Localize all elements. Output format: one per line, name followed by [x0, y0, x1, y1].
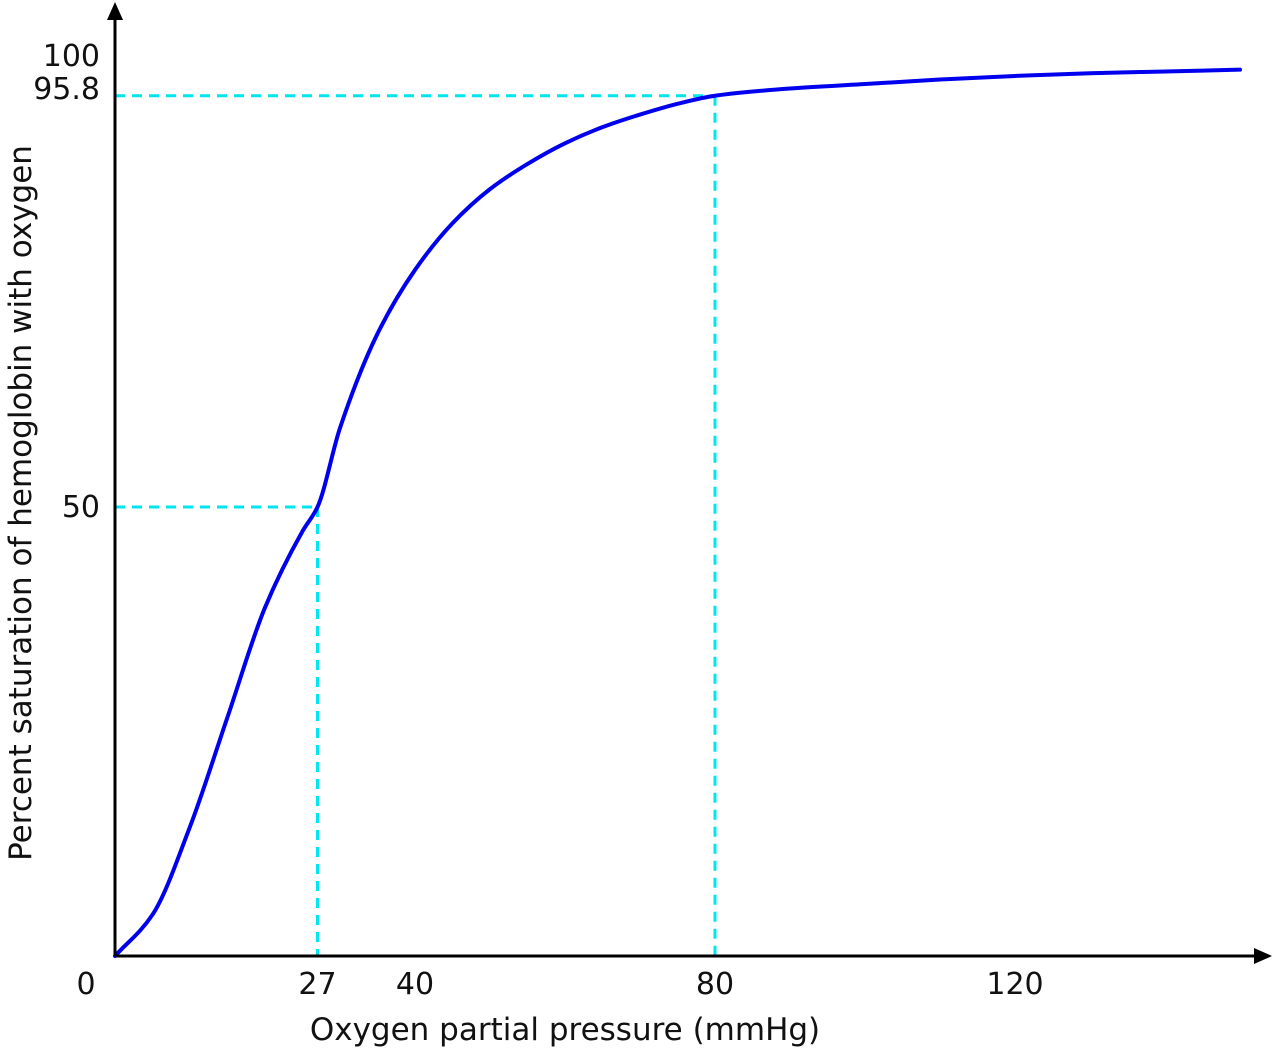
curve-layer [113, 67, 1242, 958]
x-tick-label: 80 [696, 967, 734, 1002]
x-axis-arrow-icon [1254, 948, 1272, 964]
y-tick-label: 50 [62, 490, 100, 525]
y-axis-title: Percent saturation of hemoglobin with ox… [3, 145, 39, 861]
x-axis-title: Oxygen partial pressure (mmHg) [310, 1012, 820, 1048]
x-tick-label: 0 [76, 967, 95, 1002]
x-tick-label: 27 [298, 967, 336, 1002]
y-tick-label: 95.8 [33, 72, 100, 107]
axes [107, 2, 1272, 964]
x-tick-label: 120 [986, 967, 1043, 1002]
x-tick-label: 40 [396, 967, 434, 1002]
y-axis-arrow-icon [107, 2, 123, 20]
y-tick-label: 100 [43, 39, 100, 74]
reference-lines [115, 94, 717, 956]
saturation-curve-0 [113, 67, 1242, 958]
